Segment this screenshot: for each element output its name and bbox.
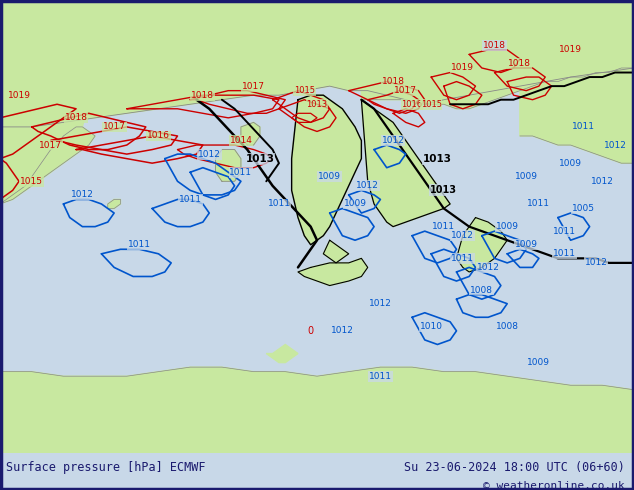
Polygon shape [323, 240, 349, 263]
Text: 1011: 1011 [553, 249, 576, 258]
Polygon shape [0, 0, 89, 204]
Text: 1011: 1011 [179, 195, 202, 204]
Text: 1009: 1009 [515, 240, 538, 249]
Polygon shape [108, 199, 120, 209]
Text: 1016: 1016 [401, 100, 423, 109]
Text: 1009: 1009 [318, 172, 341, 181]
Text: 1014: 1014 [230, 136, 252, 145]
Polygon shape [241, 122, 260, 145]
Polygon shape [361, 0, 634, 109]
Text: 1019: 1019 [559, 46, 582, 54]
Text: © weatheronline.co.uk: © weatheronline.co.uk [482, 481, 624, 490]
Text: 1011: 1011 [553, 227, 576, 236]
Polygon shape [520, 0, 634, 163]
Polygon shape [0, 0, 634, 127]
Text: 1017: 1017 [39, 141, 62, 149]
Text: 1018: 1018 [508, 59, 531, 68]
Text: 1013: 1013 [245, 154, 275, 164]
Text: 1011: 1011 [432, 222, 455, 231]
Text: 1012: 1012 [71, 191, 94, 199]
Text: 1009: 1009 [496, 222, 519, 231]
Text: 1017: 1017 [103, 122, 126, 131]
Text: 1011: 1011 [527, 199, 550, 208]
Polygon shape [216, 149, 241, 181]
Text: 1011: 1011 [268, 199, 290, 208]
Text: 1018: 1018 [65, 113, 87, 122]
Text: 0: 0 [307, 326, 314, 336]
Text: 1016: 1016 [147, 131, 170, 141]
Text: 1011: 1011 [451, 254, 474, 263]
Text: Surface pressure [hPa] ECMWF: Surface pressure [hPa] ECMWF [6, 461, 206, 474]
Polygon shape [298, 258, 368, 286]
Text: 1015: 1015 [294, 86, 315, 95]
Text: 1018: 1018 [382, 77, 404, 86]
Text: 1015: 1015 [420, 100, 442, 109]
Text: 1011: 1011 [369, 372, 392, 381]
Text: 1013: 1013 [430, 185, 457, 196]
Text: 1012: 1012 [356, 181, 379, 190]
Polygon shape [361, 100, 450, 226]
Text: 1012: 1012 [382, 136, 404, 145]
Text: 1011: 1011 [230, 168, 252, 177]
Text: 1015: 1015 [20, 177, 43, 186]
Text: 1013: 1013 [423, 154, 452, 164]
Text: Su 23-06-2024 18:00 UTC (06+60): Su 23-06-2024 18:00 UTC (06+60) [404, 461, 624, 474]
Text: 1017: 1017 [394, 86, 417, 95]
Polygon shape [456, 218, 507, 272]
Text: 1012: 1012 [591, 177, 614, 186]
Text: 1018: 1018 [191, 91, 214, 99]
Text: 1010: 1010 [420, 322, 443, 331]
Text: 1019: 1019 [451, 64, 474, 73]
Text: 1009: 1009 [527, 358, 550, 367]
Text: 1012: 1012 [585, 258, 607, 268]
Text: 1009: 1009 [515, 172, 538, 181]
Text: 1013: 1013 [306, 100, 328, 109]
Text: 1017: 1017 [242, 82, 265, 91]
Text: 1008: 1008 [470, 286, 493, 294]
Text: 1019: 1019 [8, 91, 30, 99]
Polygon shape [292, 95, 361, 245]
Text: 1005: 1005 [572, 204, 595, 213]
Text: 1011: 1011 [572, 122, 595, 131]
Text: 1011: 1011 [128, 240, 151, 249]
Text: 1012: 1012 [198, 149, 221, 159]
Text: 1008: 1008 [496, 322, 519, 331]
Polygon shape [0, 127, 95, 204]
Text: 1012: 1012 [477, 263, 500, 272]
Polygon shape [266, 344, 298, 363]
Text: 1009: 1009 [559, 159, 582, 168]
Text: 1012: 1012 [451, 231, 474, 240]
Text: 1012: 1012 [369, 299, 392, 308]
Polygon shape [0, 367, 634, 453]
Text: 1012: 1012 [331, 326, 354, 335]
Text: 1009: 1009 [344, 199, 366, 208]
Text: 1018: 1018 [483, 41, 506, 50]
Text: 1012: 1012 [604, 141, 626, 149]
